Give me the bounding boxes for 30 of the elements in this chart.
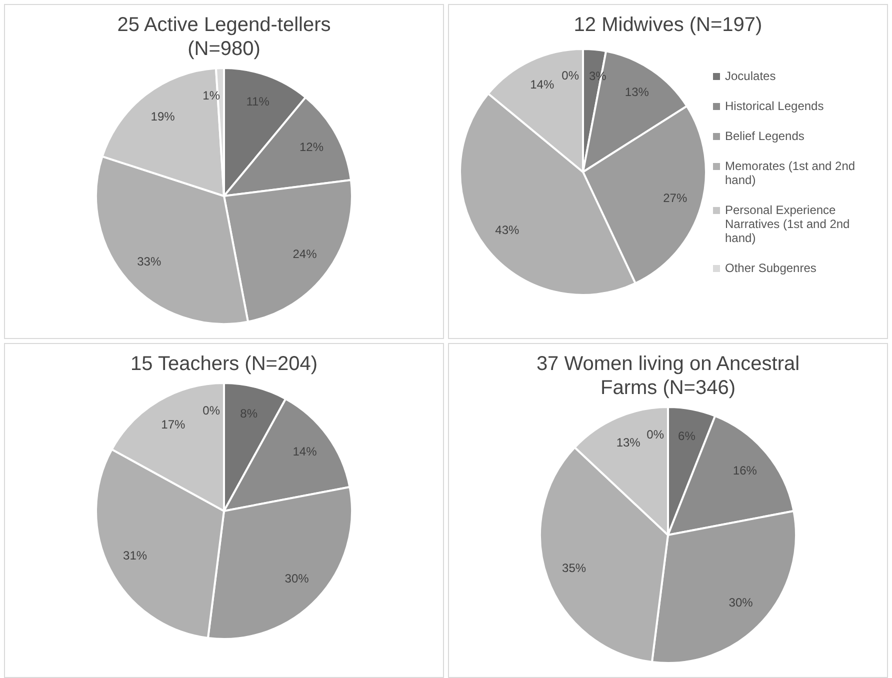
legend-label: Personal Experience Narratives (1st and 2nd hand) (725, 203, 851, 245)
data-label: 13% (624, 84, 650, 99)
text: 12 Midwives (N=197) (574, 13, 762, 37)
data-label: 17% (161, 417, 186, 432)
data-label: 19% (150, 109, 176, 124)
text: 0% (562, 68, 579, 82)
text: 0% (646, 427, 664, 442)
legend-label: Joculates (725, 69, 776, 83)
legend-label: Memorates (1st and 2nd hand) (725, 159, 856, 187)
text: 0% (202, 403, 220, 418)
legend-label: Historical Legends (725, 99, 824, 113)
data-label: 1% (202, 88, 220, 103)
data-label: 43% (495, 223, 520, 238)
chart-title: 15 Teachers (N=204) (130, 352, 318, 376)
data-label: 31% (123, 548, 148, 563)
data-label: 12% (299, 140, 324, 154)
data-label: 30% (728, 596, 754, 610)
data-label: 13% (616, 436, 641, 450)
legend-label: Belief Legends (725, 129, 804, 143)
data-label: 14% (292, 444, 318, 459)
data-label: 16% (732, 464, 758, 478)
data-label: 35% (562, 561, 586, 576)
legend-label: Other Subgenres (725, 261, 816, 275)
data-label: 27% (663, 191, 688, 206)
data-label: 24% (292, 246, 318, 261)
data-label: 33% (137, 254, 162, 268)
chart-title: 37 Women living on Ancestral Farms (N=346) (535, 352, 801, 400)
data-label: 30% (284, 572, 310, 586)
data-label: 14% (530, 78, 554, 92)
chart-title: 25 Active Legend-tellers (N=980) (116, 13, 332, 61)
